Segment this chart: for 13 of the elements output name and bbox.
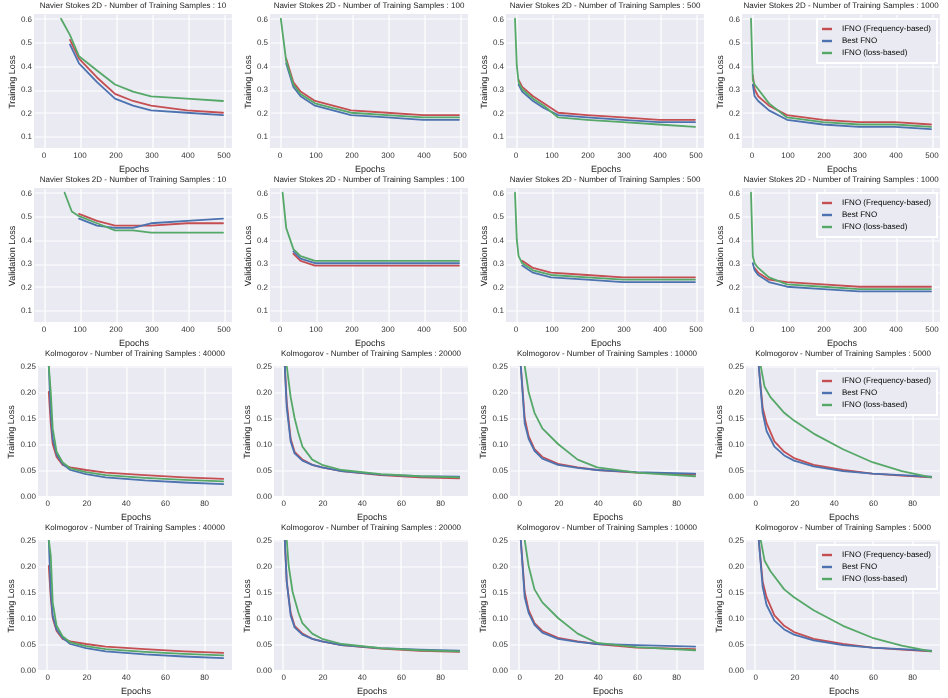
line-series [751,83,932,131]
line-series [279,17,460,119]
line-series [63,191,224,234]
line-series [514,17,696,128]
line-series [521,259,696,279]
line-series [750,191,932,290]
line-series [281,191,460,262]
line-series [750,17,932,128]
line-series [47,565,225,654]
line-series [521,264,696,283]
line-series [514,191,696,281]
line-series [60,17,224,102]
line-series [47,391,225,480]
